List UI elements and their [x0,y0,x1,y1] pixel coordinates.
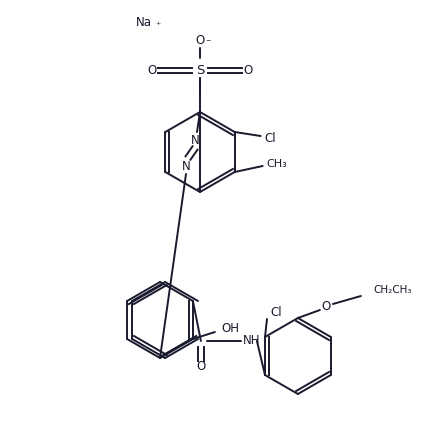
Text: N: N [181,159,190,172]
Text: O: O [147,64,157,77]
Text: CH₃: CH₃ [267,159,287,169]
Text: O: O [321,300,330,313]
Text: CH₂CH₃: CH₂CH₃ [373,285,411,295]
Text: OH: OH [221,323,239,336]
Text: Na: Na [136,16,152,29]
Text: $^{-}$: $^{-}$ [205,37,212,46]
Text: Cl: Cl [265,132,276,145]
Text: N: N [191,133,199,146]
Text: O: O [196,361,206,374]
Text: NH: NH [243,335,260,348]
Text: Cl: Cl [270,306,281,319]
Text: O: O [243,64,253,77]
Text: $^+$: $^+$ [154,20,162,29]
Text: S: S [196,64,204,77]
Text: O: O [195,33,205,46]
